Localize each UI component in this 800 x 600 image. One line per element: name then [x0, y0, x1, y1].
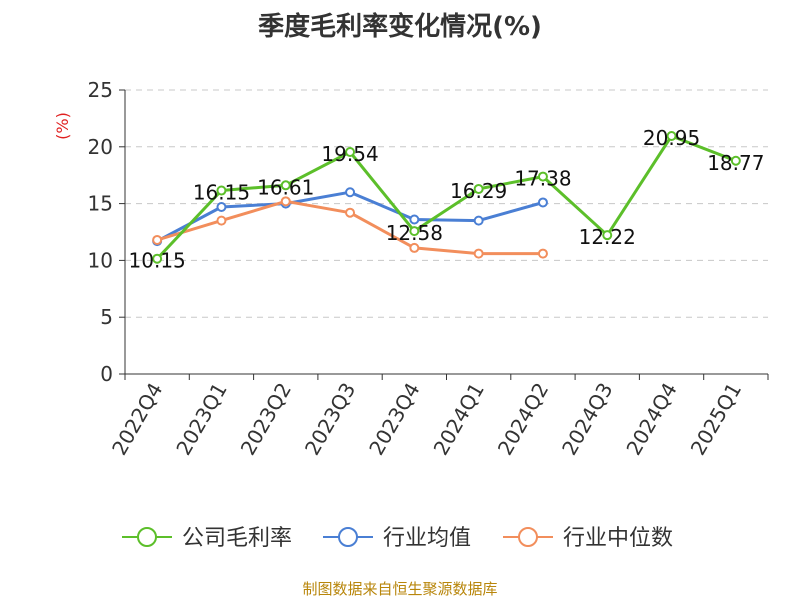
data-label: 18.77	[707, 151, 764, 175]
x-tick-label: 2024Q4	[621, 379, 681, 460]
data-point	[216, 185, 227, 196]
y-tick-label: 0	[100, 362, 113, 386]
y-tick-label: 10	[88, 248, 113, 272]
data-point	[666, 131, 677, 142]
legend-label: 公司毛利率	[182, 526, 292, 551]
legend-item-2: 行业中位数	[503, 526, 673, 551]
data-point	[602, 230, 613, 241]
data-label: 19.54	[321, 142, 378, 166]
y-axis-label: (%)	[53, 112, 72, 140]
legend: 公司毛利率 行业均值 行业中位数	[122, 526, 673, 551]
data-point	[537, 171, 548, 182]
x-tick-label: 2023Q4	[364, 379, 424, 460]
x-tick-label: 2023Q3	[300, 379, 360, 460]
y-tick-label: 5	[100, 305, 113, 329]
chart-title: 季度毛利率变化情况(%)	[258, 12, 542, 42]
data-labels: 10.15 16.15 16.61 19.54 12.58 16.29 17.38 12.22…	[129, 126, 765, 273]
series-lines	[152, 131, 741, 264]
data-point	[537, 197, 548, 208]
series-0	[152, 131, 741, 264]
x-tick-label: 2024Q3	[557, 379, 617, 460]
data-point	[280, 180, 291, 191]
series-1	[152, 187, 548, 247]
data-label: 12.58	[386, 221, 443, 245]
data-point	[216, 202, 227, 213]
legend-marker	[518, 527, 538, 547]
grid-lines	[125, 89, 768, 318]
x-tick-label: 2024Q2	[493, 379, 553, 460]
data-label: 16.61	[257, 175, 314, 199]
data-point	[345, 147, 356, 158]
x-tick-label: 2022Q4	[107, 379, 167, 460]
data-point	[152, 234, 163, 245]
data-point	[409, 242, 420, 253]
x-tick-label: 2023Q1	[171, 379, 231, 460]
data-label: 17.38	[514, 167, 571, 191]
data-label: 12.22	[579, 225, 636, 249]
source-note: 制图数据来自恒生聚源数据库	[302, 580, 498, 598]
data-label: 16.15	[193, 181, 250, 205]
legend-label: 行业中位数	[563, 526, 673, 551]
data-point	[280, 196, 291, 207]
y-tick-label: 25	[88, 78, 113, 102]
data-point	[345, 187, 356, 198]
data-label: 16.29	[450, 179, 507, 203]
data-point	[730, 155, 741, 166]
data-point	[537, 248, 548, 259]
data-point	[409, 214, 420, 225]
x-tick-label: 2025Q1	[686, 379, 746, 460]
legend-marker	[137, 527, 157, 547]
data-point	[409, 226, 420, 237]
data-label: 20.95	[643, 126, 700, 150]
data-point	[345, 207, 356, 218]
data-label: 10.15	[129, 249, 186, 273]
legend-item-1: 行业均值	[323, 526, 471, 551]
data-point	[152, 253, 163, 264]
legend-item-0: 公司毛利率	[122, 526, 292, 551]
data-point	[473, 215, 484, 226]
data-point	[473, 248, 484, 259]
x-tick-label: 2023Q2	[236, 379, 296, 460]
data-point	[216, 215, 227, 226]
data-point	[473, 183, 484, 194]
legend-marker	[338, 527, 358, 547]
series-line	[156, 134, 737, 260]
series-2	[152, 196, 548, 259]
x-tick-label: 2024Q1	[429, 379, 489, 460]
y-tick-label: 15	[88, 192, 113, 216]
legend-label: 行业均值	[383, 526, 471, 551]
y-tick-label: 20	[88, 135, 113, 159]
